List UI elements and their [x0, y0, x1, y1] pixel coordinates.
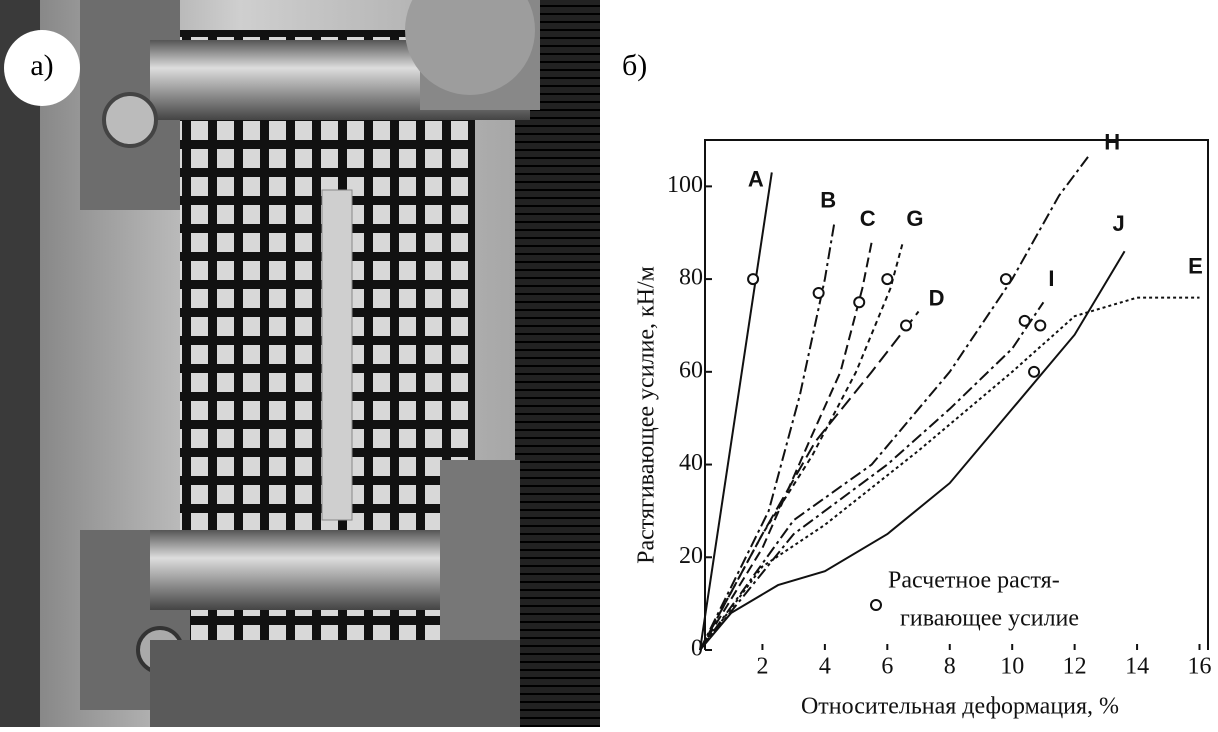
x-axis-label: Относительная деформация, %: [801, 694, 1119, 720]
y-tick-label: 20: [679, 543, 703, 569]
panel-label: б): [622, 49, 647, 82]
design-point: [747, 273, 760, 286]
x-tick-label: 8: [944, 654, 956, 680]
design-point: [1018, 314, 1031, 327]
series-label: J: [1112, 211, 1124, 236]
series-line: [699, 301, 1045, 651]
design-point: [1034, 319, 1047, 332]
series-label: D: [929, 285, 945, 310]
series-line: [699, 250, 1126, 651]
series-line: [699, 153, 1092, 651]
series-label: I: [1048, 266, 1054, 291]
y-tick-label: 40: [679, 450, 703, 476]
design-point: [881, 273, 894, 286]
x-tick-label: 10: [1000, 654, 1024, 680]
x-tick-label: 14: [1125, 654, 1149, 680]
series-line: [699, 241, 873, 651]
series-label: B: [820, 187, 836, 212]
design-point: [853, 296, 866, 309]
series-label: H: [1104, 130, 1120, 155]
series-line: [699, 296, 1200, 651]
legend-text: гивающее усилие: [900, 606, 1079, 632]
series-line: [699, 223, 836, 651]
design-point: [999, 273, 1012, 286]
x-tick-label: 6: [881, 654, 893, 680]
plot-frame: [704, 139, 1209, 650]
y-tick-label: 60: [679, 357, 703, 383]
x-tick-label: 4: [819, 654, 831, 680]
y-tick-label: 100: [667, 172, 703, 198]
legend-text: Расчетное растя-: [888, 568, 1060, 594]
x-tick-label: 12: [1063, 654, 1087, 680]
y-tick-label: 80: [679, 265, 703, 291]
design-point: [812, 287, 825, 299]
series-label: A: [748, 166, 764, 191]
series-label: C: [860, 206, 876, 231]
series-line: [699, 310, 920, 651]
x-tick-label: 2: [756, 654, 768, 680]
series-line: [699, 172, 773, 651]
y-tick-label: 0: [691, 636, 703, 662]
photo: а): [0, 0, 600, 727]
legend-marker: [870, 599, 882, 611]
y-axis-label: Растягивающее усилие, кН/м: [634, 266, 660, 564]
design-point: [900, 319, 913, 332]
panel-label: а): [30, 49, 53, 82]
series-label: E: [1188, 253, 1203, 278]
x-tick-label: 16: [1188, 654, 1212, 680]
chart: 0 20 40 60 80 100 2 4 6 8 10 12 14 16 Относительная де…: [634, 130, 1212, 720]
series-label: G: [906, 206, 923, 231]
design-point: [1028, 365, 1041, 378]
